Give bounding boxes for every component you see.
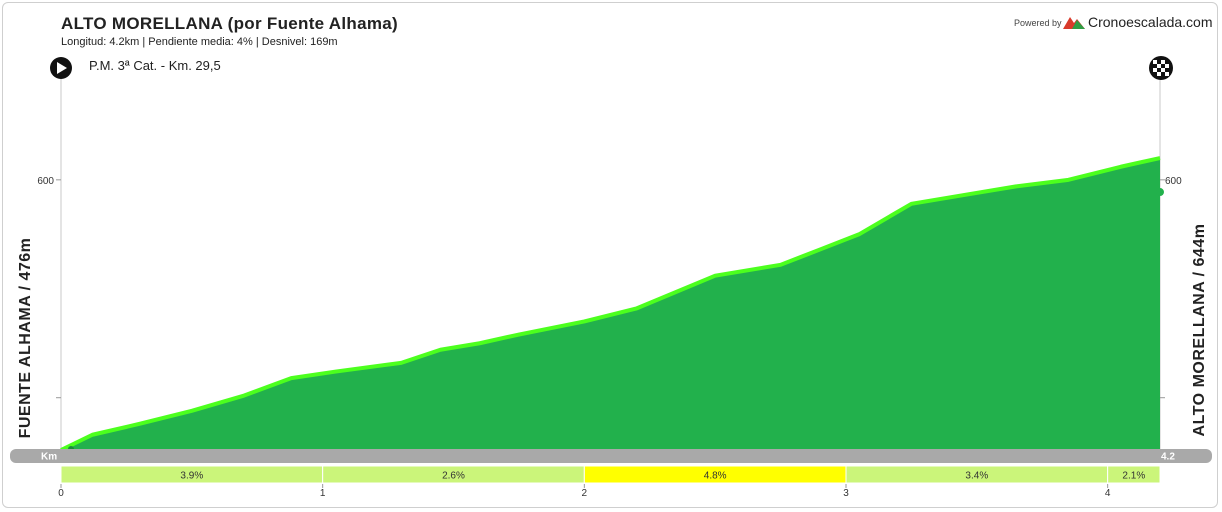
play-icon[interactable] xyxy=(50,57,72,79)
x-tick-label: 2 xyxy=(582,488,588,499)
y-tick-label-right: 600 xyxy=(1165,176,1182,187)
powered-by-label: Powered by xyxy=(1014,18,1062,28)
y-tick-label-left: 600 xyxy=(37,176,54,187)
km-end-label: 4.2 xyxy=(1161,452,1175,463)
chart-subtitle: Longitud: 4.2km | Pendiente media: 4% | … xyxy=(61,36,338,48)
mountain-pass-annotation: P.M. 3ª Cat. - Km. 29,5 xyxy=(89,58,221,73)
x-tick-label: 0 xyxy=(58,488,64,499)
profile-edge-line xyxy=(60,156,1161,452)
chart-title: ALTO MORELLANA (por Fuente Alhama) xyxy=(61,14,398,33)
x-tick-label: 4 xyxy=(1105,488,1111,499)
km-axis-label: Km xyxy=(41,452,57,463)
mountain-logo-icon xyxy=(1063,17,1085,29)
km-bar xyxy=(10,449,1212,463)
profile-area xyxy=(61,158,1160,451)
grade-segment-label: 3.4% xyxy=(965,471,988,482)
x-tick-label: 3 xyxy=(843,488,849,499)
brand-name: Cronoescalada.com xyxy=(1088,14,1213,30)
grade-segment-label: 2.1% xyxy=(1122,471,1145,482)
summit-point-marker xyxy=(1156,188,1164,197)
grade-segment-label: 4.8% xyxy=(704,471,727,482)
brand-logo[interactable]: Cronoescalada.com xyxy=(1063,14,1213,30)
checkered-flag-icon xyxy=(1149,56,1173,80)
grade-segment-label: 2.6% xyxy=(442,471,465,482)
grade-segment xyxy=(1107,465,1161,484)
grade-segment-label: 3.9% xyxy=(180,471,203,482)
x-tick-label: 1 xyxy=(320,488,326,499)
